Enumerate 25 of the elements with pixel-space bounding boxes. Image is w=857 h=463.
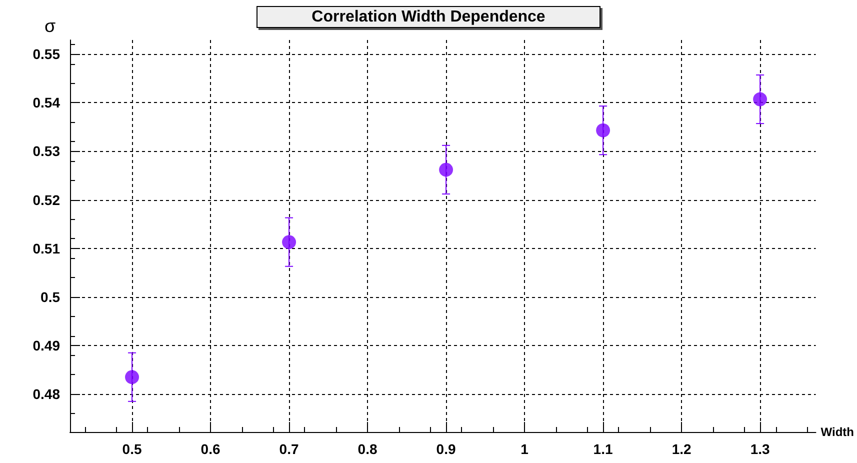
y-axis-title: σ [44, 16, 56, 36]
point [439, 162, 454, 177]
x-axis-title: Width [820, 425, 854, 439]
y-tick-label: 0.54 [32, 94, 60, 111]
point [753, 92, 768, 106]
x-tick-label: 1 [520, 441, 529, 457]
y-tick-label: 0.52 [32, 192, 60, 208]
point [125, 370, 140, 384]
y-tick-label: 0.49 [32, 338, 60, 354]
x-tick-label: 0.9 [436, 441, 456, 457]
x-tick-label: 1.3 [750, 441, 770, 457]
point [596, 123, 610, 138]
x-tick-label: 1.2 [672, 441, 692, 457]
y-tick-label: 0.51 [32, 240, 60, 256]
y-tick-label: 0.53 [32, 143, 60, 160]
chart-title: Correlation Width Dependence [312, 8, 546, 26]
y-tick-label: 0.48 [32, 386, 60, 402]
x-tick-label: 1.1 [593, 441, 613, 457]
x-tick-label: 0.6 [200, 441, 220, 457]
x-tick-label: 0.7 [279, 441, 299, 457]
y-tick-label: 0.5 [40, 288, 60, 305]
y-tick-label: 0.55 [32, 46, 60, 62]
point [282, 235, 296, 250]
x-tick-label: 0.5 [122, 441, 142, 457]
x-tick-label: 0.8 [358, 441, 378, 457]
